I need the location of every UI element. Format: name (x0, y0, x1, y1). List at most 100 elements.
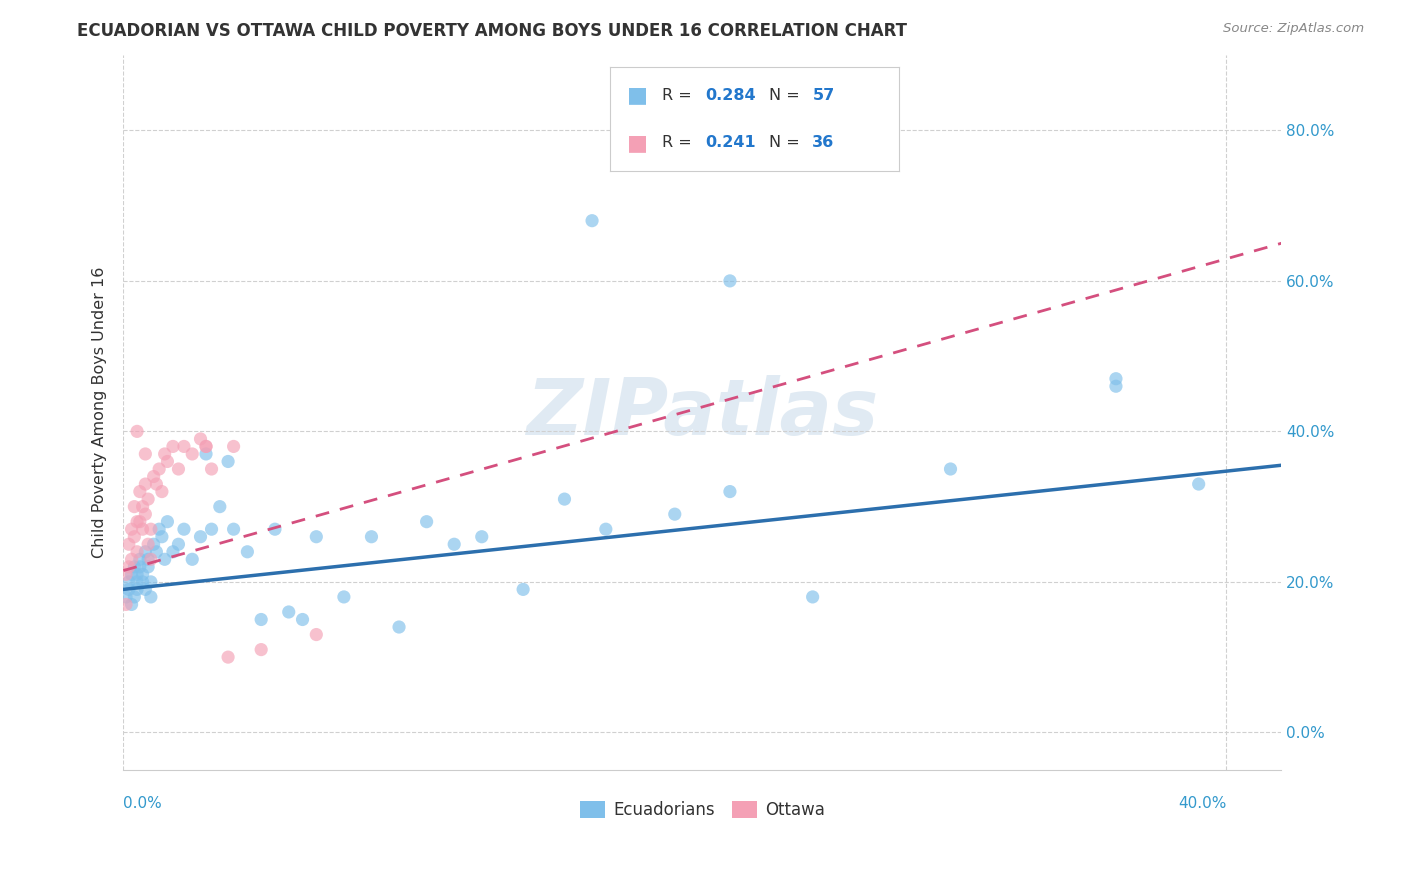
Text: 0.0%: 0.0% (124, 797, 162, 812)
Point (121, 598, 143, 612)
Point (277, 605, 299, 619)
Point (153, 447, 176, 461)
Point (131, 567, 153, 582)
Point (134, 447, 156, 461)
Point (443, 537, 465, 551)
Point (200, 462, 222, 476)
Point (136, 552, 159, 566)
Point (150, 530, 173, 544)
Point (139, 574, 162, 589)
Point (118, 559, 141, 574)
Point (471, 530, 494, 544)
Point (1105, 372, 1128, 386)
Point (195, 447, 218, 461)
Point (142, 469, 165, 483)
Point (153, 552, 176, 566)
Point (190, 530, 212, 544)
Legend: Ecuadorians, Ottawa: Ecuadorians, Ottawa (574, 795, 831, 826)
Point (181, 447, 204, 461)
Point (131, 500, 153, 514)
Point (1188, 477, 1211, 491)
Point (173, 522, 195, 536)
Point (200, 522, 222, 536)
Point (156, 454, 179, 468)
Point (136, 559, 159, 574)
Point (195, 439, 218, 453)
Point (134, 582, 156, 597)
Point (208, 500, 231, 514)
Point (127, 425, 149, 439)
Point (360, 530, 382, 544)
Point (139, 552, 162, 566)
Point (305, 627, 328, 641)
Y-axis label: Child Poverty Among Boys Under 16: Child Poverty Among Boys Under 16 (93, 267, 107, 558)
Point (127, 567, 149, 582)
Text: 40.0%: 40.0% (1178, 797, 1226, 812)
Point (236, 545, 259, 559)
Point (131, 522, 153, 536)
Point (222, 522, 245, 536)
Point (139, 522, 162, 536)
Point (124, 500, 146, 514)
Point (512, 582, 534, 597)
Point (388, 620, 411, 634)
Point (167, 537, 190, 551)
Point (127, 582, 149, 597)
Point (142, 537, 165, 551)
Point (128, 515, 150, 529)
Point (134, 507, 156, 521)
Point (128, 552, 150, 566)
Point (124, 530, 146, 544)
Point (181, 552, 204, 566)
Point (291, 613, 314, 627)
Point (128, 484, 150, 499)
Point (134, 545, 156, 559)
Point (250, 642, 273, 657)
Text: ZIPatlas: ZIPatlas (526, 375, 879, 450)
Point (145, 477, 167, 491)
Point (173, 439, 195, 453)
Point (128, 559, 150, 574)
Point (121, 552, 143, 566)
Point (264, 522, 287, 536)
Point (250, 613, 273, 627)
Point (131, 574, 153, 589)
Point (115, 598, 138, 612)
Text: Source: ZipAtlas.com: Source: ZipAtlas.com (1223, 22, 1364, 36)
Point (121, 522, 143, 536)
Point (195, 439, 218, 453)
Text: ECUADORIAN VS OTTAWA CHILD POVERTY AMONG BOYS UNDER 16 CORRELATION CHART: ECUADORIAN VS OTTAWA CHILD POVERTY AMONG… (77, 22, 907, 40)
Point (222, 439, 245, 453)
Point (595, 522, 617, 536)
Point (148, 462, 170, 476)
Point (145, 545, 167, 559)
Point (664, 507, 686, 521)
Point (162, 545, 184, 559)
Point (801, 590, 824, 604)
Point (415, 515, 437, 529)
Point (124, 590, 146, 604)
Point (124, 559, 146, 574)
Point (136, 492, 159, 507)
Point (581, 213, 603, 227)
Point (118, 574, 141, 589)
Point (134, 477, 156, 491)
Point (115, 567, 138, 582)
Point (118, 537, 141, 551)
Point (1105, 379, 1128, 393)
Point (156, 515, 179, 529)
Point (150, 484, 173, 499)
Point (217, 454, 239, 468)
Point (127, 515, 149, 529)
Point (121, 567, 143, 582)
Point (333, 590, 356, 604)
Point (553, 492, 575, 507)
Point (139, 590, 162, 604)
Point (115, 590, 138, 604)
Point (190, 432, 212, 446)
Point (718, 484, 741, 499)
Point (167, 462, 190, 476)
Point (939, 462, 962, 476)
Point (118, 582, 141, 597)
Point (217, 650, 239, 665)
